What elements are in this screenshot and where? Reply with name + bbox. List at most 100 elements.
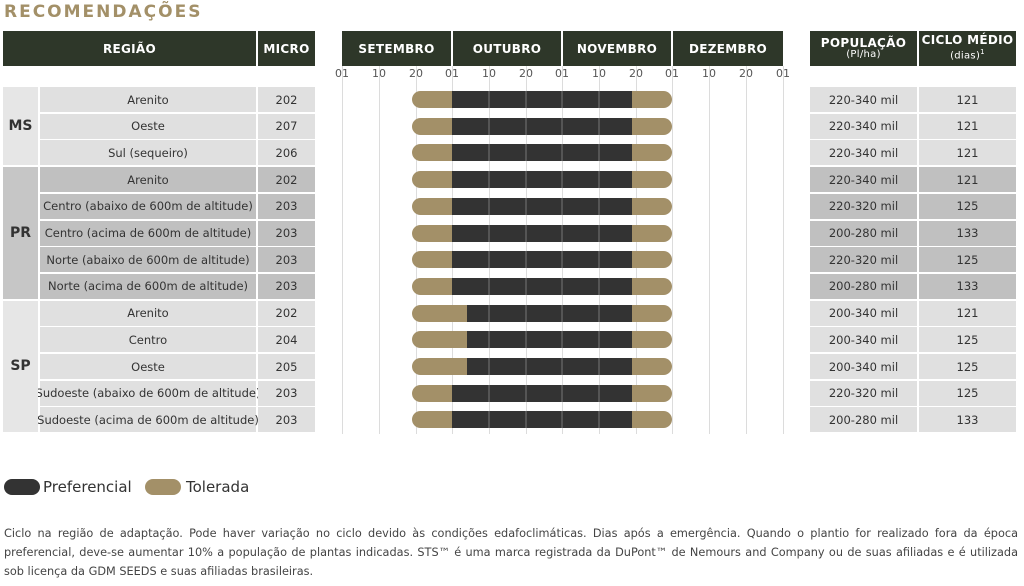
micro-cell: 203 (258, 273, 315, 299)
grid-line (379, 66, 380, 434)
preferential-bar (452, 277, 632, 295)
bar-divider (525, 251, 527, 269)
bar-divider (597, 304, 600, 322)
cycle-cell: 133 (919, 273, 1016, 299)
preferential-bar (452, 171, 632, 189)
micro-cell: 203 (258, 193, 315, 219)
population-cell: 220-340 mil (810, 87, 917, 112)
bar-divider (561, 144, 563, 162)
cycle-cell: 125 (919, 354, 1016, 379)
micro-cell: 203 (258, 407, 315, 433)
preferential-bar (452, 251, 632, 269)
population-cell: 200-340 mil (810, 300, 917, 326)
region-cell: Centro (40, 327, 256, 353)
bar-divider (525, 144, 527, 162)
bar-divider (488, 197, 490, 215)
preferential-bar (452, 384, 632, 402)
state-label: MS (3, 87, 38, 166)
micro-cell: 207 (258, 113, 315, 139)
micro-cell: 202 (258, 300, 315, 326)
bar-divider (598, 171, 600, 189)
preferential-bar (452, 117, 632, 135)
bar-divider (560, 331, 563, 349)
region-cell: Sul (sequeiro) (40, 140, 256, 166)
grid-line (746, 66, 747, 434)
bar-divider (487, 358, 490, 375)
legend-swatch-tolerada (145, 479, 181, 495)
bar-divider (561, 91, 563, 108)
region-cell: Arenito (40, 167, 256, 193)
legend-label-preferencial: Preferencial (43, 478, 132, 496)
region-cell: Arenito (40, 87, 256, 112)
region-cell: Norte (abaixo de 600m de altitude) (40, 247, 256, 273)
grid-line (342, 66, 343, 434)
bar-divider (488, 384, 490, 402)
bar-divider (598, 197, 600, 215)
bar-divider (598, 117, 600, 135)
region-cell: Oeste (40, 354, 256, 379)
bar-divider (525, 117, 527, 135)
bar-divider (525, 224, 527, 242)
header-month-2: OUTUBRO (453, 31, 561, 66)
micro-cell: 204 (258, 327, 315, 353)
region-cell: Sudoeste (acima de 600m de altitude) (37, 407, 259, 433)
micro-cell: 202 (258, 167, 315, 193)
bar-divider (560, 358, 563, 375)
header-month-1: SETEMBRO (342, 31, 451, 66)
bar-divider (524, 331, 527, 349)
preferential-bar (466, 331, 632, 349)
cycle-cell: 121 (919, 140, 1016, 166)
preferential-bar (452, 224, 632, 242)
bar-divider (525, 277, 527, 295)
cycle-cell: 121 (919, 113, 1016, 139)
bar-divider (598, 277, 600, 295)
bar-divider (488, 144, 490, 162)
cycle-cell: 121 (919, 167, 1016, 193)
bar-divider (487, 304, 490, 322)
bar-divider (488, 224, 490, 242)
bar-divider (525, 197, 527, 215)
population-cell: 200-280 mil (810, 407, 917, 433)
bar-divider (561, 411, 563, 429)
grid-line (489, 66, 490, 434)
preferential-bar (466, 304, 632, 322)
population-cell: 200-280 mil (810, 220, 917, 246)
cycle-cell: 125 (919, 327, 1016, 353)
region-cell: Centro (acima de 600m de altitude) (40, 220, 256, 246)
cycle-cell: 121 (919, 87, 1016, 112)
population-cell: 220-340 mil (810, 140, 917, 166)
cycle-cell: 125 (919, 193, 1016, 219)
header-regiao: REGIÃO (3, 31, 256, 66)
bar-divider (561, 117, 563, 135)
population-cell: 200-340 mil (810, 327, 917, 353)
bar-divider (488, 277, 490, 295)
bar-divider (524, 358, 527, 375)
population-cell: 220-340 mil (810, 113, 917, 139)
bar-divider (597, 331, 600, 349)
cycle-cell: 133 (919, 220, 1016, 246)
bar-divider (598, 91, 600, 108)
page-title: RECOMENDAÇÕES (4, 2, 203, 22)
population-cell: 220-340 mil (810, 167, 917, 193)
micro-cell: 203 (258, 247, 315, 273)
bar-divider (561, 251, 563, 269)
bar-divider (561, 277, 563, 295)
population-cell: 220-320 mil (810, 380, 917, 406)
bar-divider (525, 91, 527, 108)
grid-line (636, 66, 637, 434)
cycle-cell: 125 (919, 380, 1016, 406)
header-month-4: DEZEMBRO (673, 31, 783, 66)
header-month-3: NOVEMBRO (563, 31, 671, 66)
region-cell: Centro (abaixo de 600m de altitude) (40, 193, 256, 219)
grid-line (783, 66, 784, 434)
bar-divider (524, 304, 527, 322)
bar-divider (488, 171, 490, 189)
grid-line (526, 66, 527, 434)
grid-line (416, 66, 417, 434)
bar-divider (598, 384, 600, 402)
region-cell: Sudoeste (abaixo de 600m de altitude) (36, 380, 260, 406)
population-cell: 200-340 mil (810, 354, 917, 379)
bar-divider (561, 384, 563, 402)
bar-divider (598, 144, 600, 162)
bar-divider (597, 358, 600, 375)
